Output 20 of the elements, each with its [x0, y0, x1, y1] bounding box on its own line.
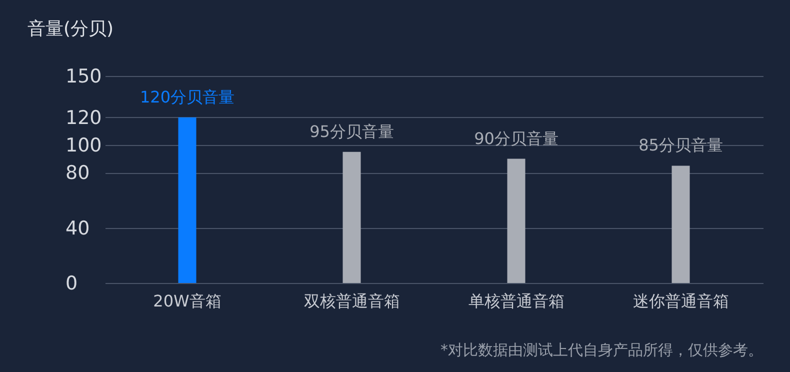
y-tick-label: 120: [66, 106, 102, 129]
y-tick-label: 0: [66, 272, 78, 294]
x-tick-label: 双核普通音箱: [304, 292, 400, 310]
x-tick-label: 单核普通音箱: [468, 292, 564, 310]
y-axis-title: 音量(分贝): [28, 18, 114, 40]
data-label: 95分贝音量: [310, 122, 394, 141]
data-label: 90分贝音量: [474, 128, 558, 148]
bar: [507, 158, 526, 283]
data-label: 120分贝音量: [140, 87, 235, 106]
x-tick-label: 20W音箱: [153, 292, 222, 310]
y-tick-label: 150: [66, 66, 102, 88]
data-label: 85分贝音量: [638, 136, 723, 155]
x-tick-label: 迷你普通音箱: [632, 292, 729, 310]
bar: [342, 152, 361, 283]
y-tick-label: 100: [66, 134, 102, 156]
text: *对比数据由测试上代自身产品所得，仅供参考。: [440, 341, 763, 359]
bar: [178, 117, 196, 283]
y-tick-label: 80: [66, 162, 90, 184]
y-tick-label: 40: [66, 217, 90, 240]
bar: [672, 166, 690, 283]
